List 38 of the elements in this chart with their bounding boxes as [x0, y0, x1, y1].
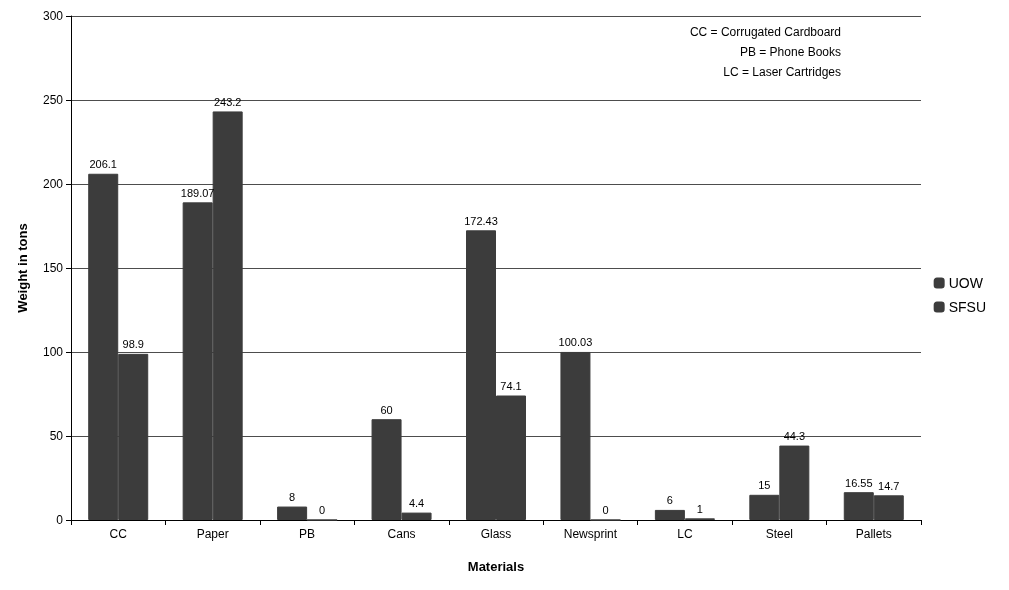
x-tick-label: PB [299, 527, 316, 541]
data-label: 1 [696, 502, 703, 515]
y-tick-label: 100 [42, 345, 64, 359]
legend-label: UOW [948, 275, 984, 291]
data-label: 16.55 [845, 476, 873, 489]
y-tick-label: 150 [42, 261, 64, 275]
y-tick-label: 50 [49, 429, 64, 443]
y-tick-label: 200 [42, 177, 64, 191]
legend-label: SFSU [948, 299, 987, 315]
annotation: PB = Phone Books [739, 45, 842, 59]
data-label: 6 [666, 494, 673, 507]
data-label: 60 [380, 403, 393, 416]
data-label: 8 [289, 491, 296, 504]
x-axis-title: Materials [467, 559, 525, 574]
x-tick-label: Paper [196, 527, 229, 541]
y-tick-label: 300 [42, 9, 64, 23]
data-label: 4.4 [408, 497, 425, 510]
annotation: LC = Laser Cartridges [723, 65, 842, 79]
x-tick-label: Steel [765, 527, 794, 541]
x-tick-label: CC [109, 527, 128, 541]
y-axis-title: Weight in tons [15, 223, 30, 313]
data-label: 0 [602, 504, 609, 516]
x-tick-label: Cans [387, 527, 416, 541]
annotation: CC = Corrugated Cardboard [689, 25, 841, 39]
data-label: 100.03 [558, 336, 593, 349]
x-tick-label: Glass [480, 527, 512, 541]
data-label: 98.9 [122, 338, 144, 351]
data-label: 14.7 [878, 479, 900, 492]
data-label: 172.43 [464, 214, 498, 227]
y-tick-label: 0 [56, 513, 64, 527]
y-tick-label: 250 [42, 93, 64, 107]
x-tick-label: LC [677, 527, 693, 541]
data-label: 74.1 [500, 380, 522, 393]
x-tick-label: Pallets [855, 527, 892, 541]
x-tick-label: Newsprint [563, 527, 618, 541]
data-label: 0 [319, 504, 326, 516]
data-label: 206.1 [89, 158, 117, 171]
data-label: 15 [758, 479, 771, 492]
